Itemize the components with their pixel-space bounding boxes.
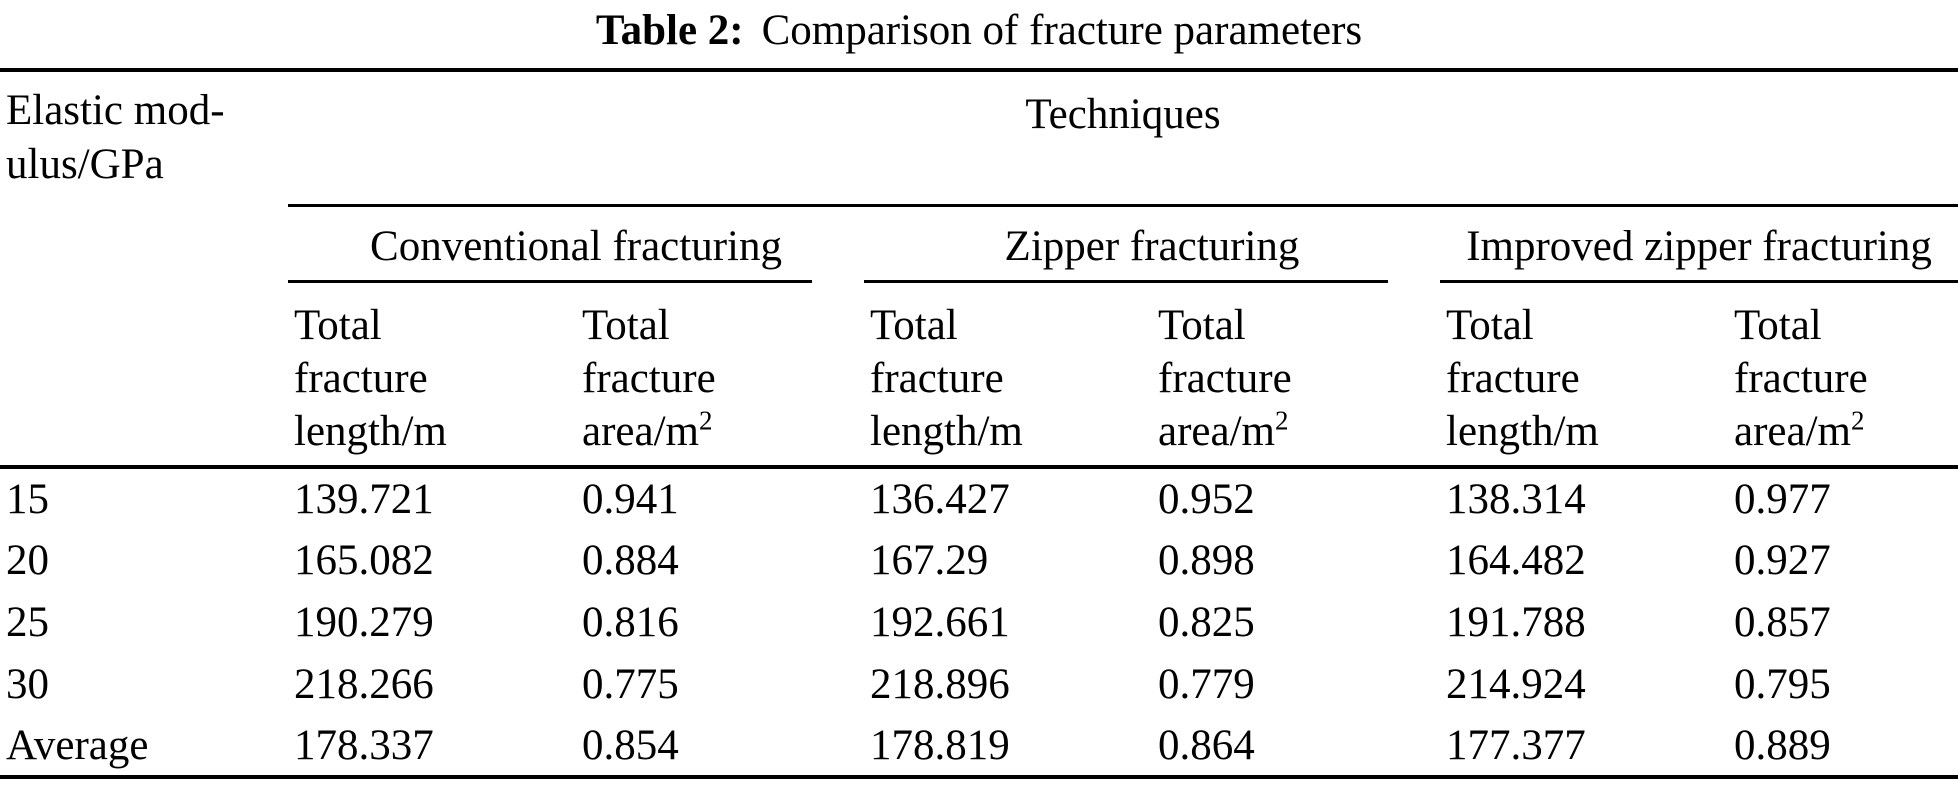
subheader-line3: area/m2 [1158, 405, 1289, 455]
subheader-line1: Total [294, 302, 382, 349]
row-label: 15 [0, 465, 288, 529]
subheader-line3: length/m [294, 408, 447, 455]
cell-conventional-area: 0.854 [576, 715, 864, 779]
cell-zipper-area: 0.898 [1158, 536, 1255, 584]
row-label: 20 [6, 536, 49, 584]
corner-header-line2: ulus/GPa [6, 141, 164, 188]
cell-improved-length: 191.788 [1446, 598, 1586, 646]
subheader-line3: area/m2 [582, 405, 713, 455]
subheader-line2: fracture [1158, 355, 1292, 402]
header-row-groups: Conventional fracturing Zipper fracturin… [0, 205, 1958, 283]
cell-conventional-length: 165.082 [294, 536, 434, 584]
cell-conventional-area: 0.816 [582, 598, 679, 646]
group-header-improved-zipper: Improved zipper fracturing [1440, 205, 1958, 283]
subheader-line1: Total [1446, 302, 1534, 349]
subheader-line3: length/m [870, 408, 1023, 455]
cell-improved-area: 0.795 [1734, 660, 1831, 708]
subheader-conventional-length: Total fracture length/m [288, 283, 576, 467]
cell-conventional-length: 218.266 [294, 660, 434, 708]
cell-zipper-length: 178.819 [864, 715, 1152, 779]
cell-improved-area: 0.977 [1728, 465, 1958, 529]
subheader-line3: area/m2 [1734, 405, 1865, 455]
cell-improved-length: 138.314 [1440, 465, 1728, 529]
subheader-line2: fracture [582, 355, 716, 402]
group-header-zipper: Zipper fracturing [864, 205, 1440, 283]
superscript: 2 [698, 405, 713, 436]
techniques-spanner-header: Techniques [288, 68, 1958, 207]
data-row-average: Average 178.337 0.854 178.819 0.864 177.… [0, 715, 1958, 779]
cell-conventional-length: 190.279 [294, 598, 434, 646]
header-row-subheaders: Total fracture length/m Total fracture a… [0, 283, 1958, 467]
cell-conventional-area: 0.884 [582, 536, 679, 584]
subheader-line3: length/m [1446, 408, 1599, 455]
cell-improved-area: 0.857 [1734, 598, 1831, 646]
row-label: 30 [6, 660, 49, 708]
cell-zipper-area: 0.952 [1152, 465, 1440, 529]
cell-improved-area: 0.889 [1728, 715, 1958, 779]
table-caption-label: Table 2: [595, 7, 744, 54]
fracture-parameters-table: Elastic mod- ulus/GPa Techniques Convent… [0, 68, 1958, 779]
cell-improved-area: 0.927 [1734, 536, 1831, 584]
subheader-line2: fracture [870, 355, 1004, 402]
subheader-line2: fracture [1734, 355, 1868, 402]
cell-conventional-area: 0.941 [576, 465, 864, 529]
subheader-line2: fracture [1446, 355, 1580, 402]
cell-improved-length: 177.377 [1440, 715, 1728, 779]
subheader-line1: Total [1734, 302, 1822, 349]
cell-conventional-area: 0.775 [582, 660, 679, 708]
table-caption-text: Comparison of fracture parameters [761, 7, 1363, 54]
subheader-line2: fracture [294, 355, 428, 402]
table-caption: Table 2: Comparison of fracture parameter… [0, 0, 1958, 68]
subheader-line1: Total [1158, 302, 1246, 349]
cell-zipper-area: 0.825 [1158, 598, 1255, 646]
data-row-15: 15 139.721 0.941 136.427 0.952 138.314 0… [0, 465, 1958, 529]
cell-zipper-area: 0.864 [1152, 715, 1440, 779]
group-header-conventional: Conventional fracturing [288, 205, 864, 283]
cell-zipper-length: 192.661 [870, 598, 1010, 646]
data-row-25: 25 190.279 0.816 192.661 0.825 191.788 0… [0, 591, 1958, 653]
cell-zipper-area: 0.779 [1158, 660, 1255, 708]
subheader-line1: Total [582, 302, 670, 349]
cell-conventional-length: 178.337 [288, 715, 576, 779]
subheader-zipper-area: Total fracture area/m2 [1152, 283, 1440, 467]
row-label: Average [0, 715, 288, 779]
data-row-30: 30 218.266 0.775 218.896 0.779 214.924 0… [0, 653, 1958, 715]
subheader-zipper-length: Total fracture length/m [864, 283, 1152, 467]
cell-zipper-length: 218.896 [870, 660, 1010, 708]
subheader-line1: Total [870, 302, 958, 349]
corner-header-elastic-modulus: Elastic mod- ulus/GPa [0, 68, 288, 467]
corner-header-line1: Elastic mod- [6, 87, 225, 134]
superscript: 2 [1850, 405, 1865, 436]
cell-conventional-length: 139.721 [288, 465, 576, 529]
cell-improved-length: 214.924 [1446, 660, 1586, 708]
cell-zipper-length: 167.29 [870, 536, 989, 584]
subheader-improved-length: Total fracture length/m [1440, 283, 1728, 467]
data-row-20: 20 165.082 0.884 167.29 0.898 164.482 0.… [0, 529, 1958, 591]
cell-zipper-length: 136.427 [864, 465, 1152, 529]
subheader-improved-area: Total fracture area/m2 [1728, 283, 1958, 467]
superscript: 2 [1274, 405, 1289, 436]
subheader-conventional-area: Total fracture area/m2 [576, 283, 864, 467]
row-label: 25 [6, 598, 49, 646]
cell-improved-length: 164.482 [1446, 536, 1586, 584]
header-row-top: Elastic mod- ulus/GPa Techniques [0, 68, 1958, 467]
